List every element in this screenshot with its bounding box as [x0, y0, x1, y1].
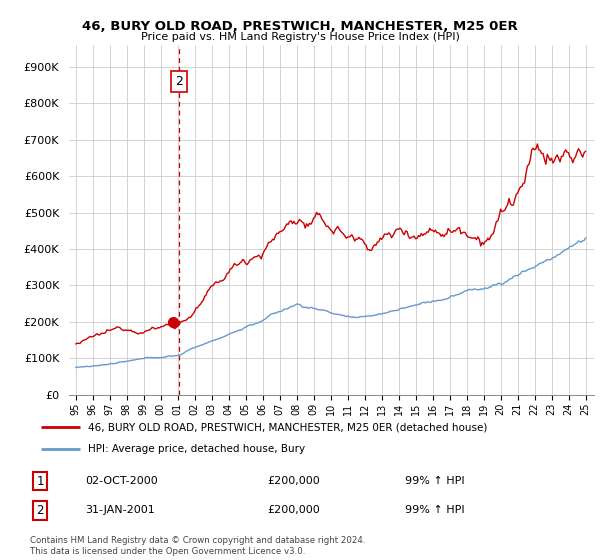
Text: 99% ↑ HPI: 99% ↑ HPI	[406, 476, 465, 486]
Text: 46, BURY OLD ROAD, PRESTWICH, MANCHESTER, M25 0ER (detached house): 46, BURY OLD ROAD, PRESTWICH, MANCHESTER…	[88, 422, 487, 432]
Text: 46, BURY OLD ROAD, PRESTWICH, MANCHESTER, M25 0ER: 46, BURY OLD ROAD, PRESTWICH, MANCHESTER…	[82, 20, 518, 32]
Text: 31-JAN-2001: 31-JAN-2001	[85, 505, 155, 515]
Text: 02-OCT-2000: 02-OCT-2000	[85, 476, 158, 486]
Text: £200,000: £200,000	[268, 505, 320, 515]
Text: 1: 1	[36, 474, 44, 488]
Text: 99% ↑ HPI: 99% ↑ HPI	[406, 505, 465, 515]
Text: Price paid vs. HM Land Registry's House Price Index (HPI): Price paid vs. HM Land Registry's House …	[140, 32, 460, 43]
Text: HPI: Average price, detached house, Bury: HPI: Average price, detached house, Bury	[88, 444, 305, 454]
Text: £200,000: £200,000	[268, 476, 320, 486]
Text: 2: 2	[175, 74, 183, 88]
Text: 2: 2	[36, 503, 44, 517]
Text: Contains HM Land Registry data © Crown copyright and database right 2024.
This d: Contains HM Land Registry data © Crown c…	[30, 536, 365, 556]
